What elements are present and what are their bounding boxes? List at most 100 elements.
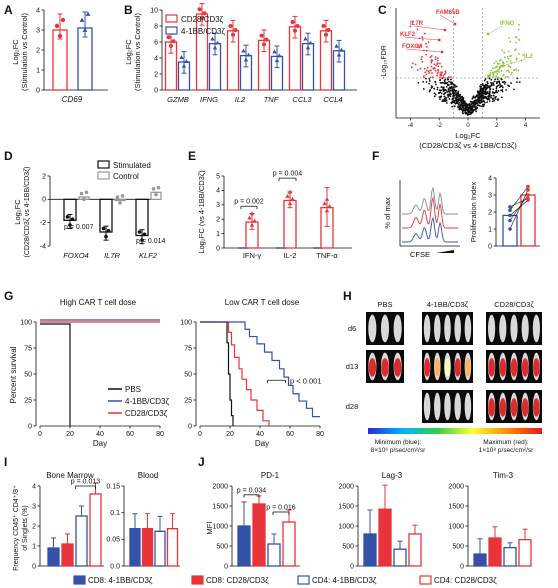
panel-c-gene-point (491, 71, 494, 74)
panel-c-gene-point (495, 87, 498, 90)
panel-c-gene-point (425, 73, 428, 76)
panel-c-gene-point (496, 85, 499, 88)
panel-a-y-tick-label: 0 (36, 87, 40, 94)
panel-d-point (84, 190, 89, 195)
panel-g-tick-label: 40 (256, 431, 264, 438)
panel-d-point (68, 223, 72, 227)
panel-g-tick-label: 60 (286, 431, 294, 438)
panel-c-gene-point (493, 99, 495, 102)
panel-c-gene-point (461, 111, 464, 114)
panel-h-mouse (380, 314, 390, 343)
panel-a-ylabel: Log₂FC (11, 39, 20, 65)
panel-d-point (106, 229, 111, 233)
panel-c-gene-point (423, 75, 425, 77)
panel-c-gene-point (456, 95, 459, 98)
panel-c-gene-point (430, 61, 433, 64)
panel-g-subtitle-high: High CAR T cell dose (60, 298, 137, 307)
panel-c-gene-point (439, 79, 441, 82)
panel-c-gene-point (471, 101, 474, 104)
panel-c-gene-point (454, 99, 456, 102)
panel-c-callout (502, 58, 527, 67)
panel-c-gene-point (492, 88, 495, 91)
panel-e-category: IL-2 (284, 251, 297, 260)
panel-c-gene-point (497, 76, 499, 79)
panel-h-signal (510, 358, 518, 377)
panel-b-point (169, 44, 173, 48)
panel-c-gene-point (498, 62, 500, 65)
panel-c-gene-point (511, 71, 513, 74)
panel-c-gene-point (452, 91, 455, 94)
panel-c-gene-point (493, 80, 496, 83)
panel-c-gene-point (492, 84, 495, 87)
panel-f-ylabel: Proliferation Index (469, 182, 478, 243)
panel-c-gene-point (450, 78, 452, 81)
panel-c-gene-point (475, 95, 478, 98)
panel-c-gene-point (457, 92, 460, 95)
panel-c-gene-point (409, 25, 412, 28)
panel-g-left-y-tick-label: 0 (28, 423, 32, 430)
panel-c-gene-point (448, 90, 451, 93)
panel-c-gene-point (501, 90, 504, 93)
panel-c-gene-point (458, 108, 461, 111)
panel-d-y-tick-label: -2 (40, 220, 46, 227)
panel-e-point (249, 211, 255, 216)
panel-c-gene-point (495, 70, 498, 73)
panel-letter-F: F (372, 149, 379, 163)
panel-d-point (137, 230, 142, 234)
panel-a-point (54, 23, 60, 29)
panel-g-right-y-tick-label: 100 (180, 319, 192, 326)
panel-h-signal (488, 358, 495, 377)
panel-c-gene-point (506, 56, 509, 58)
panel-c-gene-point (480, 87, 483, 90)
panel-c-tick-label: -4 (408, 123, 414, 129)
panel-d-point (70, 217, 75, 221)
panel-c-gene-point (429, 76, 432, 79)
panel-b-ylabel: (Stimulation vs Control) (133, 13, 142, 91)
p-value-label: p = 0.004 (273, 171, 302, 178)
panel-c-gene-point (429, 69, 431, 72)
panel-c-gene-point (483, 79, 486, 82)
panel-c-gene-point (466, 113, 469, 116)
legend-label: CD4: 4-1BB/CD3ζ (312, 576, 377, 585)
panel-c-gene-point (480, 105, 483, 108)
panel-c-gene-point (439, 62, 441, 65)
panel-c-gene-point (495, 60, 498, 63)
panel-letter-I: I (4, 455, 7, 469)
panel-c-gene-point (490, 83, 493, 85)
panel-c-gene-point (487, 75, 490, 78)
panel-c-gene-point (461, 102, 463, 105)
panel-c-gene-point (513, 88, 515, 91)
panel-c-gene-point (507, 65, 510, 68)
panel-f-point (508, 205, 512, 209)
panel-c-gene-point (438, 91, 441, 94)
panel-f-y-tick-label: 3 (488, 192, 492, 199)
panel-i-bar (141, 528, 154, 567)
panel-i-subtitle: Blood (138, 471, 158, 480)
panel-c-gene-label: IL7R (410, 21, 424, 27)
panel-c-gene-point (447, 76, 450, 78)
panel-c-gene-point (490, 78, 493, 81)
panel-c-gene-point (492, 97, 495, 100)
panel-c-callout (403, 36, 440, 41)
panel-b-category: IFNG (200, 95, 218, 104)
legend-swatch (297, 575, 310, 585)
panel-c-gene-point (462, 112, 464, 115)
panel-b-point (336, 52, 342, 57)
panel-c-gene-point (492, 76, 494, 79)
panel-j-y-tick-label: 1500 (448, 503, 464, 510)
panel-c-gene-point (485, 83, 488, 86)
panel-c-gene-point (513, 69, 516, 72)
panel-c-gene-point (499, 84, 502, 87)
panel-b-point (326, 28, 331, 32)
panel-c-gene-point (454, 85, 456, 88)
panel-c-gene-point (439, 98, 441, 100)
panel-c-gene-point (508, 36, 510, 39)
panel-c-gene-point (467, 108, 470, 111)
panel-b-point (233, 28, 238, 32)
panel-d-point (142, 232, 147, 237)
panel-a-point (82, 27, 88, 32)
panel-g-tick-label: 20 (226, 431, 234, 438)
panel-b-y-tick-label: 2 (154, 71, 158, 78)
panel-c-gene-point (438, 96, 441, 98)
